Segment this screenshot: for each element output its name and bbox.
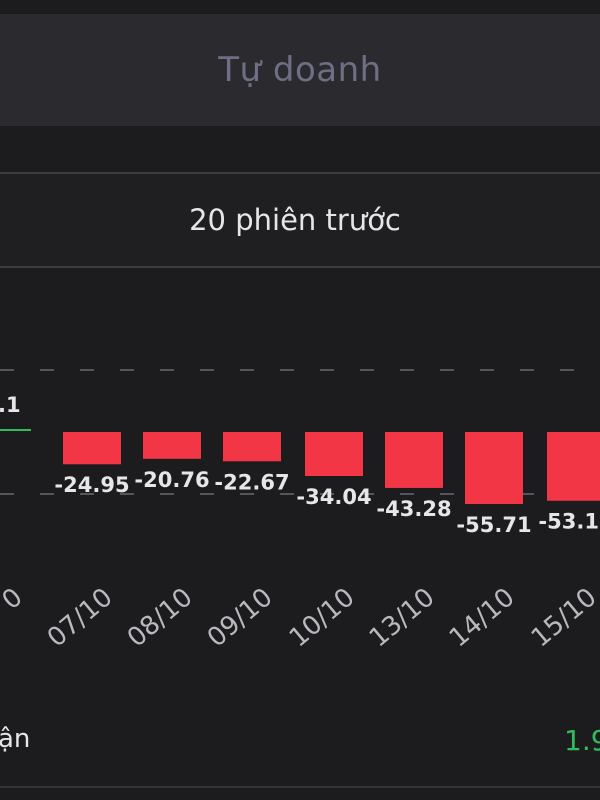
tab-proprietary[interactable]: Tự doanh	[218, 50, 382, 90]
period-label: 20 phiên trước	[189, 203, 401, 237]
bottom-divider	[0, 786, 600, 788]
x-tick-label: 07/10	[42, 582, 119, 653]
bar[interactable]	[0, 429, 31, 431]
x-tick-label: 0	[0, 582, 28, 616]
data-label: -53.19	[538, 510, 600, 534]
data-label: -43.28	[376, 497, 451, 521]
summary-row: ận 1.9	[0, 712, 600, 772]
data-label: -20.76	[134, 468, 209, 492]
data-label: -22.67	[214, 470, 289, 494]
x-tick-label: 09/10	[202, 582, 279, 653]
data-label: -55.71	[456, 513, 531, 537]
period-selector[interactable]: 20 phiên trước	[0, 172, 600, 268]
bar[interactable]	[385, 432, 443, 488]
summary-label: ận	[0, 724, 31, 754]
x-tick-label: 08/10	[122, 582, 199, 653]
tab-bar: Tự doanh	[0, 14, 600, 126]
net-trading-bar-chart: 3.1 0 -24.95 07/10 -20.76 08/10 -22.67 09/10 -34…	[0, 369, 600, 654]
bar[interactable]	[547, 432, 600, 501]
bar[interactable]	[63, 432, 121, 465]
x-tick-label: 14/10	[444, 582, 521, 653]
summary-value: 1.9	[564, 724, 600, 757]
bar[interactable]	[223, 432, 281, 462]
data-label: -34.04	[296, 485, 371, 509]
x-tick-label: 10/10	[284, 582, 361, 653]
spacer	[0, 126, 600, 172]
bar[interactable]	[465, 432, 523, 504]
data-label: -24.95	[54, 473, 129, 497]
x-tick-label: 13/10	[364, 582, 441, 653]
bar[interactable]	[143, 432, 201, 459]
data-label: 3.1	[0, 393, 21, 417]
x-tick-label: 15/10	[526, 582, 600, 653]
bar[interactable]	[305, 432, 363, 476]
